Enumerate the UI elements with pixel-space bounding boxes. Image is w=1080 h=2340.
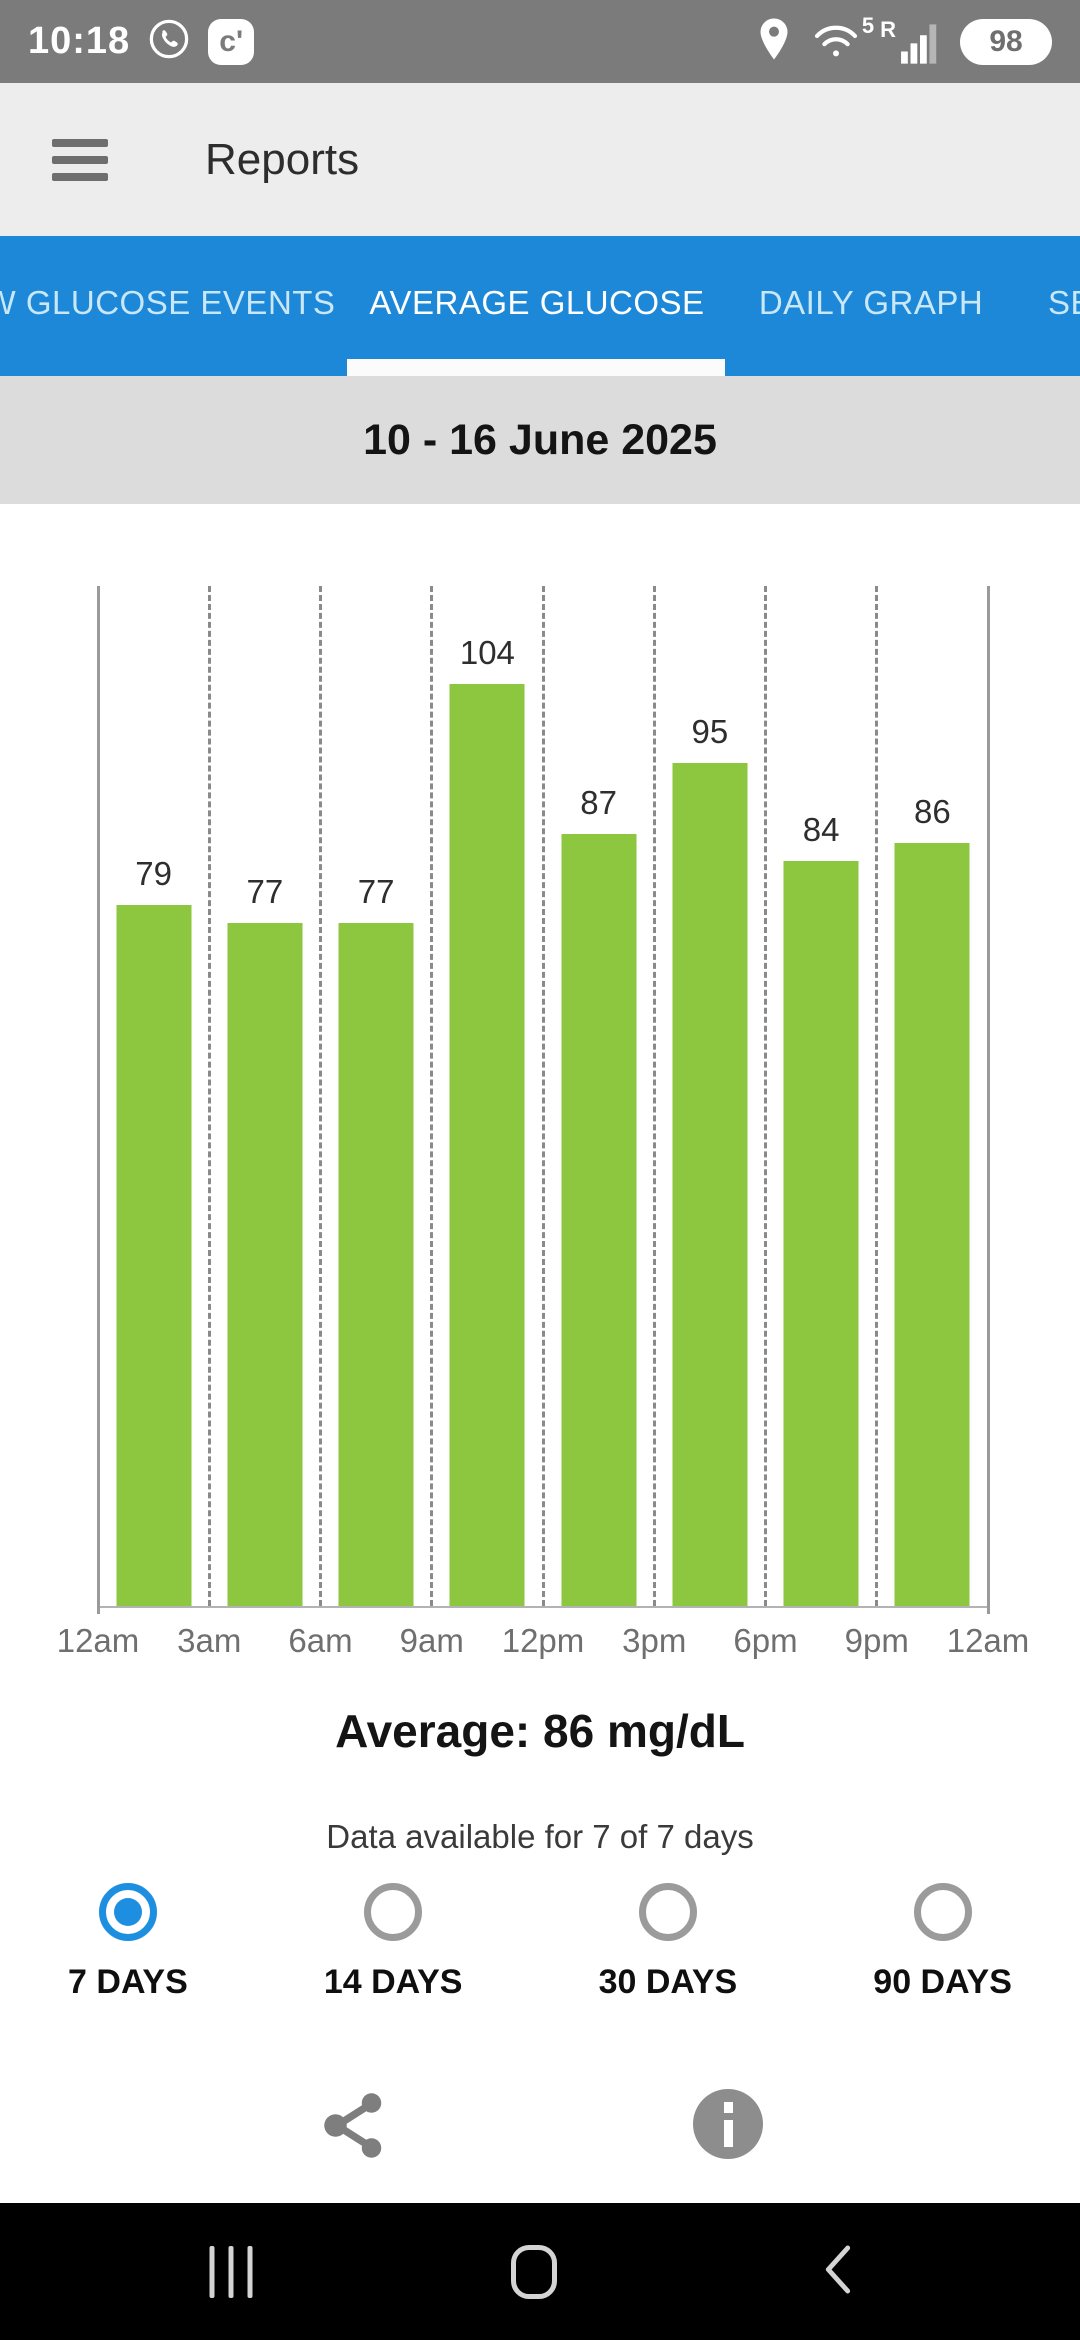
network-type-badge: R	[880, 16, 896, 42]
bar-12am-3am: 79	[116, 586, 192, 1606]
range-option-90-days[interactable]: 90 DAYS	[873, 1883, 1012, 2002]
date-range-text: 10 - 16 June 2025	[363, 415, 717, 464]
bar-6pm-9pm: 84	[783, 586, 859, 1606]
tab-average-glucose[interactable]: AVERAGE GLUCOSE	[369, 283, 705, 321]
bar-rect	[894, 843, 970, 1606]
bar-chart-plot-area: 79 77 77 104 87 95 84 86	[96, 586, 990, 1614]
bar-rect	[672, 763, 748, 1606]
android-nav-bar	[0, 2203, 1080, 2340]
y-axis-line	[986, 586, 990, 1614]
x-tick-label: 12am	[56, 1622, 140, 1659]
bar-value-label: 84	[802, 810, 840, 848]
tab-daily-graph[interactable]: DAILY GRAPH	[758, 283, 984, 321]
gridline	[207, 586, 211, 1606]
range-option-label: 7 DAYS	[68, 1963, 188, 2001]
average-glucose-text: Average: 86 mg/dL	[335, 1705, 745, 1757]
home-icon[interactable]	[511, 2244, 557, 2299]
report-tab-bar: W GLUCOSE EVENTS AVERAGE GLUCOSE DAILY GRA…	[0, 236, 1080, 376]
bar-value-label: 104	[459, 633, 515, 671]
bar-value-label: 87	[580, 784, 617, 822]
bar-rect	[338, 923, 414, 1606]
bar-value-label: 77	[357, 873, 395, 911]
range-option-label: 14 DAYS	[323, 1963, 463, 2001]
x-tick-label: 3pm	[622, 1622, 687, 1659]
bar-9am-12pm: 104	[449, 586, 525, 1606]
c-app-icon: c'	[208, 18, 255, 65]
whatsapp-icon	[146, 16, 192, 67]
x-tick-label: 6pm	[733, 1622, 798, 1659]
location-icon	[756, 17, 792, 66]
x-axis-line	[98, 1606, 988, 1608]
bar-value-label: 79	[135, 855, 172, 893]
range-option-label: 90 DAYS	[873, 1963, 1012, 2001]
bar-12pm-3pm: 87	[561, 586, 637, 1606]
x-tick-label: 6am	[288, 1622, 353, 1659]
gridline	[875, 586, 879, 1606]
radio-selected-icon[interactable]	[98, 1883, 157, 1941]
x-tick-label: 9am	[399, 1622, 464, 1659]
battery-percent: 98	[989, 24, 1023, 58]
range-option-14-days[interactable]: 14 DAYS	[323, 1883, 463, 2002]
selected-tab-indicator	[347, 359, 725, 376]
range-option-label: 30 DAYS	[598, 1963, 738, 2001]
y-axis-line	[96, 586, 100, 1614]
bar-rect	[449, 683, 525, 1606]
bar-3am-6am: 77	[227, 586, 303, 1606]
bar-value-label: 95	[691, 713, 729, 751]
gridline	[764, 586, 767, 1606]
clock: 10:18	[28, 20, 131, 62]
tab-se[interactable]: SE	[1048, 283, 1080, 321]
bar-value-label: 86	[914, 793, 951, 831]
battery-icon: 98	[960, 18, 1052, 65]
bar-rect	[227, 923, 303, 1606]
bar-rect	[561, 834, 637, 1606]
recents-icon[interactable]	[209, 2245, 253, 2298]
range-option-7-days[interactable]: 7 DAYS	[68, 1883, 188, 2002]
radio-dot	[113, 1898, 142, 1926]
radio-unselected-icon[interactable]	[364, 1883, 423, 1941]
x-axis-labels: 12am 3am 6am 9am 12pm 3pm 6pm 9pm 12am	[57, 1622, 1030, 1666]
share-icon[interactable]	[319, 2088, 391, 2165]
status-bar: 10:18 c'	[0, 0, 1080, 83]
radio-unselected-icon[interactable]	[913, 1883, 972, 1941]
range-option-30-days[interactable]: 30 DAYS	[598, 1883, 738, 2002]
range-selector: 7 DAYS 14 DAYS 30 DAYS 90 DAYS	[0, 1883, 1080, 2002]
wifi-icon: 5	[810, 13, 874, 66]
x-tick-label: 3am	[177, 1622, 242, 1659]
x-tick-label: 12am	[946, 1622, 1030, 1659]
wifi-5-badge: 5	[861, 13, 875, 38]
bar-3pm-6pm: 95	[672, 586, 748, 1606]
x-tick-label: 9pm	[844, 1622, 909, 1659]
app-bar: Reports	[0, 83, 1080, 236]
radio-unselected-icon[interactable]	[638, 1883, 697, 1941]
date-range-header: 10 - 16 June 2025	[0, 376, 1080, 504]
page-title: Reports	[205, 134, 360, 184]
hamburger-menu-icon[interactable]	[52, 138, 108, 181]
gridline	[652, 586, 656, 1606]
gridline	[319, 586, 322, 1606]
gridline	[430, 586, 434, 1606]
bar-rect	[116, 905, 192, 1606]
bar-value-label: 77	[246, 873, 284, 911]
bar-6am-9am: 77	[338, 586, 414, 1606]
data-availability-text: Data available for 7 of 7 days	[326, 1818, 754, 1855]
tab-w-glucose-events[interactable]: W GLUCOSE EVENTS	[0, 283, 336, 321]
bar-rect	[783, 860, 859, 1606]
x-tick-label: 12pm	[501, 1622, 585, 1659]
gridline	[541, 586, 545, 1606]
signal-bars-icon: R	[880, 16, 942, 65]
back-icon[interactable]	[818, 2241, 858, 2302]
info-icon[interactable]	[693, 2089, 763, 2159]
bar-9pm-12am: 86	[894, 586, 970, 1606]
